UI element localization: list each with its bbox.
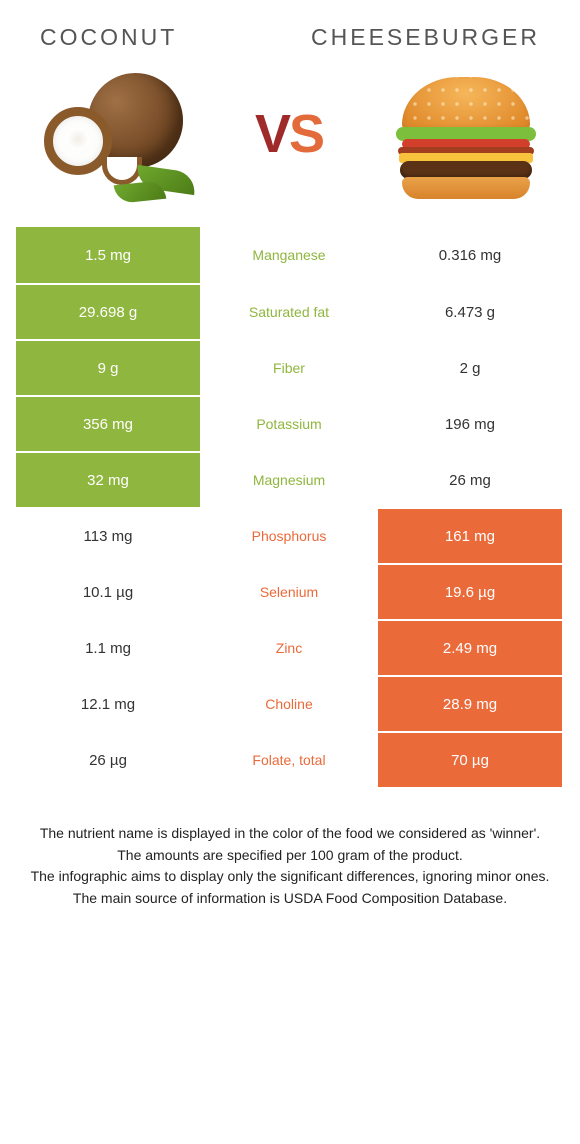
vs-label: V S	[255, 103, 325, 165]
table-row: 1.1 mgZinc2.49 mg	[16, 619, 564, 675]
table-row: 12.1 mgCholine28.9 mg	[16, 675, 564, 731]
right-value: 2 g	[378, 341, 562, 395]
table-row: 9 gFiber2 g	[16, 339, 564, 395]
left-value: 1.5 mg	[16, 227, 200, 283]
footer: The nutrient name is displayed in the co…	[20, 823, 560, 910]
right-value: 196 mg	[378, 397, 562, 451]
nutrient-name: Zinc	[200, 621, 378, 675]
header: Coconut Cheeseburger	[0, 0, 580, 59]
right-value: 0.316 mg	[378, 227, 562, 283]
left-value: 113 mg	[16, 509, 200, 563]
left-value: 26 µg	[16, 733, 200, 787]
nutrient-name: Folate, total	[200, 733, 378, 787]
right-value: 2.49 mg	[378, 621, 562, 675]
left-value: 1.1 mg	[16, 621, 200, 675]
left-value: 32 mg	[16, 453, 200, 507]
left-value: 12.1 mg	[16, 677, 200, 731]
left-value: 9 g	[16, 341, 200, 395]
left-value: 29.698 g	[16, 285, 200, 339]
nutrient-name: Selenium	[200, 565, 378, 619]
coconut-illustration	[40, 69, 190, 199]
table-row: 32 mgMagnesium26 mg	[16, 451, 564, 507]
left-value: 356 mg	[16, 397, 200, 451]
nutrient-name: Fiber	[200, 341, 378, 395]
nutrient-name: Choline	[200, 677, 378, 731]
right-value: 19.6 µg	[378, 565, 562, 619]
left-value: 10.1 µg	[16, 565, 200, 619]
images-row: V S	[0, 59, 580, 219]
table-row: 1.5 mgManganese0.316 mg	[16, 227, 564, 283]
table-row: 29.698 gSaturated fat6.473 g	[16, 283, 564, 339]
right-value: 6.473 g	[378, 285, 562, 339]
table-row: 10.1 µgSelenium19.6 µg	[16, 563, 564, 619]
table-row: 113 mgPhosphorus161 mg	[16, 507, 564, 563]
nutrient-table: 1.5 mgManganese0.316 mg29.698 gSaturated…	[16, 227, 564, 787]
table-row: 26 µgFolate, total70 µg	[16, 731, 564, 787]
nutrient-name: Saturated fat	[200, 285, 378, 339]
table-row: 356 mgPotassium196 mg	[16, 395, 564, 451]
cheeseburger-illustration	[390, 69, 540, 199]
nutrient-name: Manganese	[200, 227, 378, 283]
nutrient-name: Magnesium	[200, 453, 378, 507]
nutrient-name: Phosphorus	[200, 509, 378, 563]
footer-line: The infographic aims to display only the…	[20, 866, 560, 888]
footer-line: The main source of information is USDA F…	[20, 888, 560, 910]
title-right: Cheeseburger	[311, 24, 540, 51]
vs-v: V	[255, 103, 291, 165]
right-value: 26 mg	[378, 453, 562, 507]
nutrient-name: Potassium	[200, 397, 378, 451]
footer-line: The amounts are specified per 100 gram o…	[20, 845, 560, 867]
title-left: Coconut	[40, 24, 177, 51]
right-value: 28.9 mg	[378, 677, 562, 731]
footer-line: The nutrient name is displayed in the co…	[20, 823, 560, 845]
right-value: 161 mg	[378, 509, 562, 563]
vs-s: S	[289, 103, 325, 165]
right-value: 70 µg	[378, 733, 562, 787]
